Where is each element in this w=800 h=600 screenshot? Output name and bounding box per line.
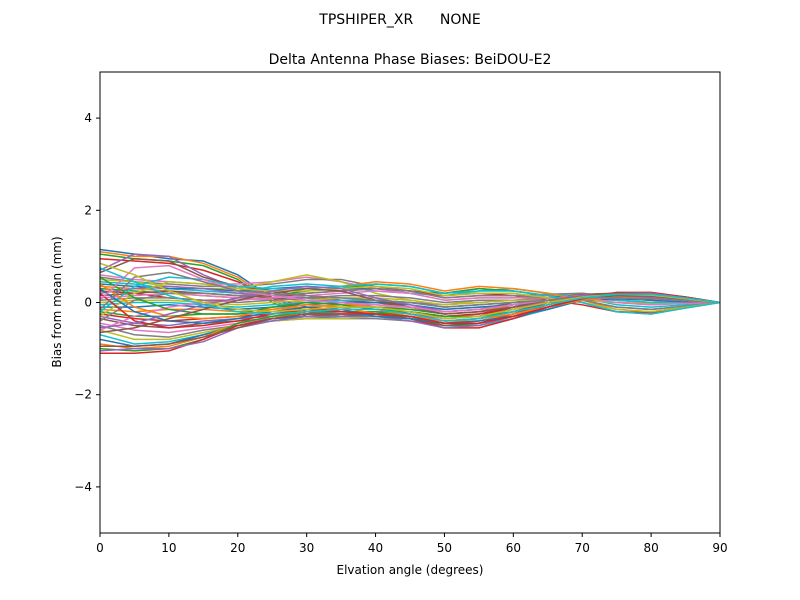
x-tick-label: 10 [161, 541, 176, 555]
chart-title: Delta Antenna Phase Biases: BeiDOU-E2 [269, 52, 552, 68]
series-line-39 [100, 281, 720, 317]
series-layer [100, 248, 720, 354]
y-axis: −4 −2 0 2 4 [74, 111, 100, 494]
series-line-38 [100, 287, 720, 322]
x-tick-label: 60 [506, 541, 521, 555]
y-axis-label: Bias from mean (mm) [50, 236, 64, 367]
x-tick-label: 80 [643, 541, 658, 555]
x-axis-label: Elvation angle (degrees) [337, 563, 484, 577]
x-tick-label: 20 [230, 541, 245, 555]
series-line-48 [100, 271, 720, 310]
series-line-50 [100, 267, 720, 322]
x-tick-label: 40 [368, 541, 383, 555]
y-tick-label: 0 [84, 296, 92, 310]
x-tick-label: 70 [575, 541, 590, 555]
y-tick-label: 2 [84, 203, 92, 217]
y-tick-label: −2 [74, 388, 92, 402]
x-tick-label: 50 [437, 541, 452, 555]
x-tick-label: 90 [712, 541, 727, 555]
y-tick-label: −4 [74, 480, 92, 494]
y-tick-label: 4 [84, 111, 92, 125]
x-axis: 0 10 20 30 40 50 60 70 80 90 [96, 533, 728, 555]
x-tick-label: 30 [299, 541, 314, 555]
figure-suptitle: TPSHIPER_XR NONE [318, 12, 480, 28]
x-tick-label: 0 [96, 541, 104, 555]
